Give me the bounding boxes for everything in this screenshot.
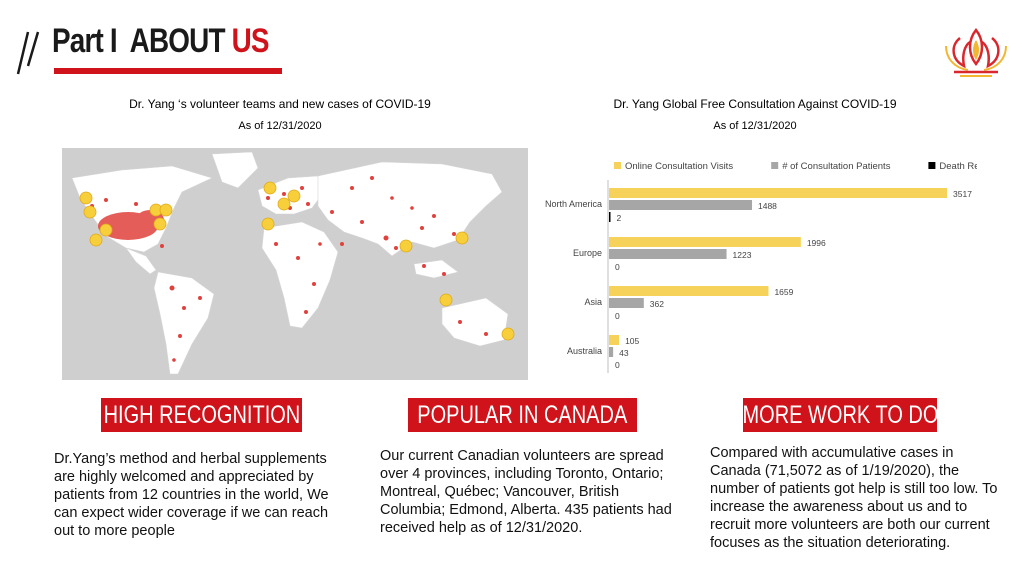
data-label: 0 bbox=[615, 262, 620, 272]
volunteer-markers bbox=[79, 181, 515, 341]
banner-label: MORE WORK TO DO bbox=[742, 400, 938, 429]
data-label: 2 bbox=[617, 213, 622, 223]
title-us: US bbox=[231, 22, 270, 60]
data-label: 105 bbox=[625, 336, 639, 346]
bar bbox=[609, 286, 769, 296]
legend-label: # of Consultation Patients bbox=[782, 161, 891, 172]
bar bbox=[609, 237, 801, 247]
data-label: 1488 bbox=[758, 201, 777, 211]
lotus-logo bbox=[945, 27, 1007, 77]
bar bbox=[609, 212, 611, 222]
legend-swatch bbox=[928, 162, 936, 169]
section-text-high-recognition: Dr.Yang’s method and herbal supplements … bbox=[54, 451, 329, 539]
category-label: North America bbox=[545, 199, 602, 209]
title-about: ABOUT bbox=[129, 22, 226, 60]
legend-swatch bbox=[614, 162, 621, 169]
title-part: Part I bbox=[52, 22, 118, 60]
bar bbox=[609, 347, 614, 357]
data-label: 1996 bbox=[807, 238, 826, 248]
bar bbox=[609, 335, 620, 345]
category-label: Asia bbox=[584, 297, 602, 307]
data-label: 0 bbox=[615, 311, 620, 321]
bar bbox=[609, 188, 948, 198]
category-label: Australia bbox=[567, 346, 602, 356]
section-text-more-work-to-do: Compared with accumulative cases in Cana… bbox=[710, 445, 998, 551]
banner-label: POPULAR IN CANADA bbox=[417, 400, 628, 429]
world-map bbox=[62, 148, 528, 380]
data-label: 362 bbox=[650, 299, 664, 309]
banner-high-recognition: HIGH RECOGNITION bbox=[101, 398, 302, 432]
legend-label: Online Consultation Visits bbox=[625, 161, 733, 172]
legend-label: Death Report bbox=[939, 161, 977, 172]
banner-label: HIGH RECOGNITION bbox=[103, 400, 300, 429]
legend-swatch bbox=[771, 162, 779, 169]
page-title: Part I ABOUT US bbox=[52, 22, 270, 61]
banner-more-work-to-do: MORE WORK TO DO bbox=[742, 398, 938, 432]
category-label: Europe bbox=[573, 248, 602, 258]
title-underline bbox=[54, 68, 282, 74]
map-land bbox=[71, 151, 509, 375]
chart-caption: Dr. Yang Global Free Consultation Agains… bbox=[613, 97, 897, 111]
data-label: 43 bbox=[619, 348, 629, 358]
case-dots bbox=[90, 176, 488, 362]
data-label: 1659 bbox=[774, 287, 793, 297]
data-label: 1223 bbox=[733, 250, 752, 260]
title-slashes-decoration bbox=[16, 31, 40, 75]
map-caption: Dr. Yang ‘s volunteer teams and new case… bbox=[129, 97, 431, 111]
banner-popular-in-canada: POPULAR IN CANADA bbox=[408, 398, 637, 432]
chart-date: As of 12/31/2020 bbox=[713, 120, 797, 132]
data-label: 3517 bbox=[953, 189, 972, 199]
consultation-bar-chart: Online Consultation Visits # of Consultat… bbox=[545, 161, 977, 373]
bar bbox=[609, 249, 727, 259]
bar bbox=[609, 298, 644, 308]
section-text-popular-in-canada: Our current Canadian volunteers are spre… bbox=[380, 448, 672, 536]
data-label: 0 bbox=[615, 360, 620, 370]
map-date: As of 12/31/2020 bbox=[238, 120, 322, 132]
bar bbox=[609, 200, 753, 210]
